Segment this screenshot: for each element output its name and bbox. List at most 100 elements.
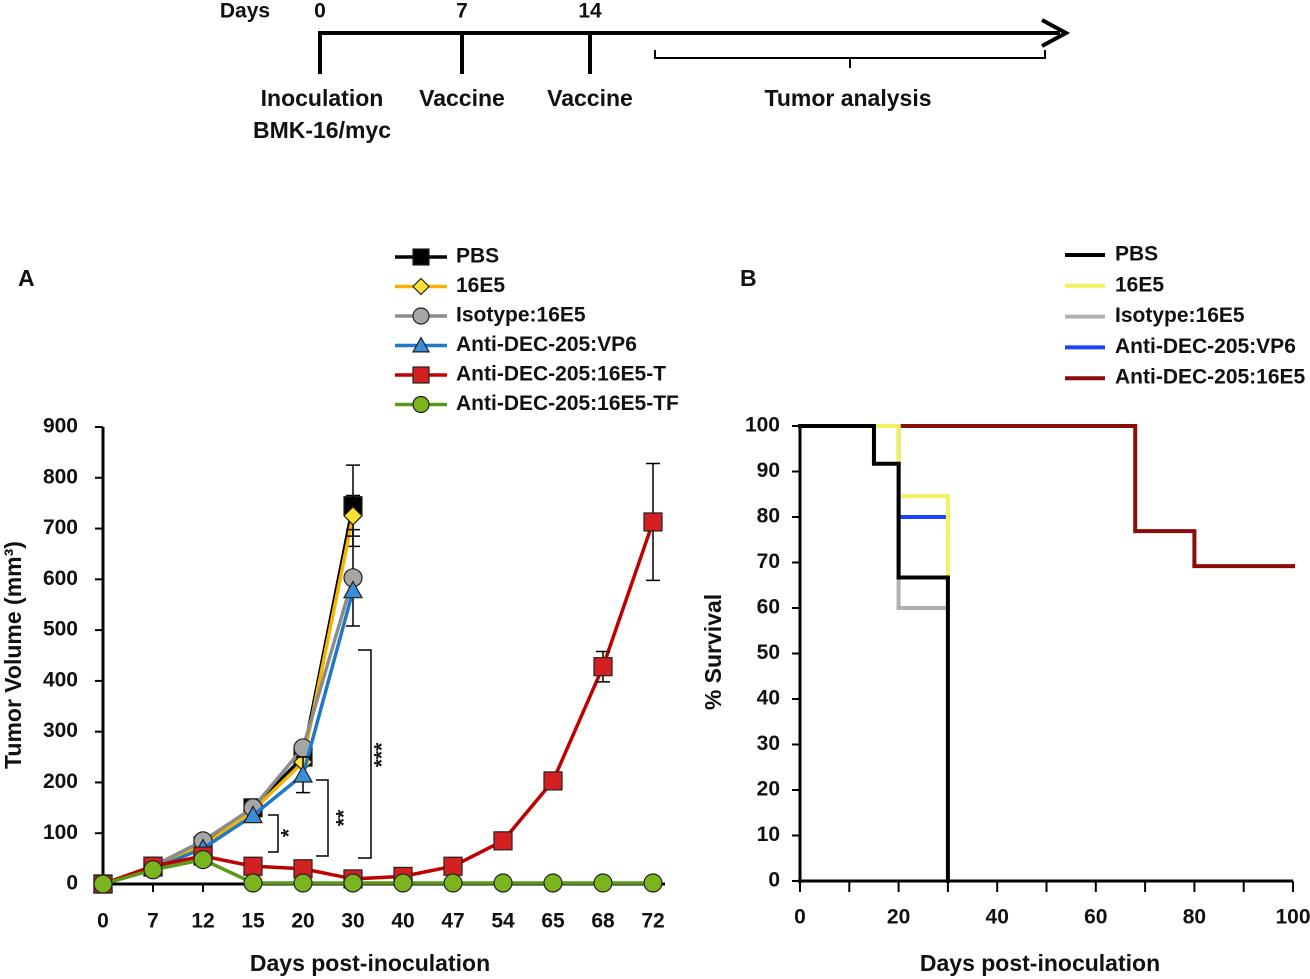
marker <box>412 307 430 325</box>
y-axis-title: Tumor Volume (mm³) <box>0 541 26 769</box>
x-tick-label: 47 <box>441 910 464 933</box>
x-tick-label: 30 <box>341 910 364 933</box>
y-tick-label: 80 <box>757 505 780 528</box>
timeline-arrowhead <box>1041 18 1071 48</box>
y-tick-label: 100 <box>745 414 780 437</box>
marker <box>412 366 430 384</box>
marker <box>411 336 431 353</box>
bracket <box>316 779 329 857</box>
significance-label: *** <box>371 742 394 767</box>
timeline-unit: Days <box>220 0 270 23</box>
legend-label: Isotype:16E5 <box>1115 304 1245 327</box>
bracket <box>268 814 279 853</box>
marker <box>292 764 314 783</box>
marker <box>493 873 513 893</box>
x-tick-label: 0 <box>97 910 109 933</box>
marker <box>643 873 663 893</box>
y-tick-label: 70 <box>757 550 780 573</box>
marker <box>93 874 113 894</box>
legend-label: 16E5 <box>456 274 505 297</box>
timeline-event: Inoculation <box>261 85 384 111</box>
marker <box>493 831 513 851</box>
marker <box>643 512 663 532</box>
y-tick-label: 0 <box>768 869 780 892</box>
y-tick-label: 600 <box>43 567 78 590</box>
x-tick-label: 54 <box>491 910 515 933</box>
marker <box>342 580 364 599</box>
marker <box>193 850 213 870</box>
x-tick-label: 7 <box>147 910 159 933</box>
panel-label: B <box>740 265 757 291</box>
bracket <box>358 649 372 859</box>
significance-label: * <box>278 828 301 837</box>
timeline-mark: 14 <box>578 0 602 23</box>
x-axis-title: Days post-inoculation <box>250 950 490 976</box>
y-tick-label: 700 <box>43 516 78 539</box>
x-tick-label: 15 <box>241 910 265 933</box>
x-tick-label: 80 <box>1183 906 1206 929</box>
y-tick-label: 30 <box>757 732 780 755</box>
legend-label: Anti-DEC-205:16E5 <box>1115 366 1306 389</box>
y-tick-label: 500 <box>43 618 78 641</box>
y-tick-label: 0 <box>66 872 78 895</box>
marker <box>443 856 463 876</box>
y-tick-label: 900 <box>43 415 78 438</box>
x-tick-label: 72 <box>641 910 664 933</box>
y-tick-label: 60 <box>757 596 780 619</box>
legend-label: PBS <box>456 245 499 268</box>
marker <box>543 771 563 791</box>
timeline-event: Tumor analysis <box>764 85 931 111</box>
panel-label: A <box>18 265 35 291</box>
marker <box>543 873 563 893</box>
significance-brackets <box>268 649 372 859</box>
legend-label: Anti-DEC-205:VP6 <box>1115 335 1296 358</box>
y-tick-label: 50 <box>757 641 780 664</box>
legend-label: Anti-DEC-205:VP6 <box>456 333 637 356</box>
y-axis-title: % Survival <box>700 594 726 710</box>
y-tick-label: 800 <box>43 465 78 488</box>
x-tick-label: 40 <box>391 910 414 933</box>
legend-label: 16E5 <box>1115 273 1164 296</box>
y-tick-label: 10 <box>757 823 780 846</box>
marker <box>412 277 430 296</box>
x-tick-label: 20 <box>291 910 314 933</box>
timeline-event: Vaccine <box>419 85 505 111</box>
marker <box>593 657 613 677</box>
x-tick-label: 20 <box>887 906 910 929</box>
marker <box>412 395 430 414</box>
timeline-event: Vaccine <box>547 85 633 111</box>
y-tick-label: 100 <box>43 821 78 844</box>
legend-label: Anti-DEC-205:16E5-TF <box>456 392 679 415</box>
y-tick-label: 300 <box>43 719 78 742</box>
marker <box>393 873 413 893</box>
x-tick-label: 60 <box>1084 906 1107 929</box>
marker <box>293 873 313 893</box>
y-tick-label: 20 <box>757 778 780 801</box>
marker <box>412 248 430 266</box>
x-tick-label: 65 <box>541 910 565 933</box>
timeline-mark: 7 <box>456 0 468 23</box>
marker <box>243 856 263 876</box>
marker <box>593 873 613 893</box>
x-tick-label: 0 <box>794 906 806 929</box>
timeline-mark: 0 <box>314 0 326 23</box>
y-tick-label: 40 <box>757 687 780 710</box>
timeline-bracket <box>654 50 1046 68</box>
y-tick-label: 90 <box>757 459 780 482</box>
series-line <box>102 857 653 886</box>
x-axis-title: Days post-inoculation <box>920 950 1160 976</box>
marker <box>143 860 163 880</box>
marker <box>243 873 263 893</box>
y-tick-label: 400 <box>43 668 78 691</box>
x-tick-label: 68 <box>591 910 615 933</box>
legend-label: Anti-DEC-205:16E5-T <box>456 363 666 386</box>
marker <box>242 805 264 824</box>
x-tick-label: 100 <box>1275 906 1310 929</box>
x-tick-label: 40 <box>986 906 1009 929</box>
timeline <box>318 18 1071 74</box>
x-tick-label: 12 <box>191 910 214 933</box>
legend-label: PBS <box>1115 243 1158 266</box>
